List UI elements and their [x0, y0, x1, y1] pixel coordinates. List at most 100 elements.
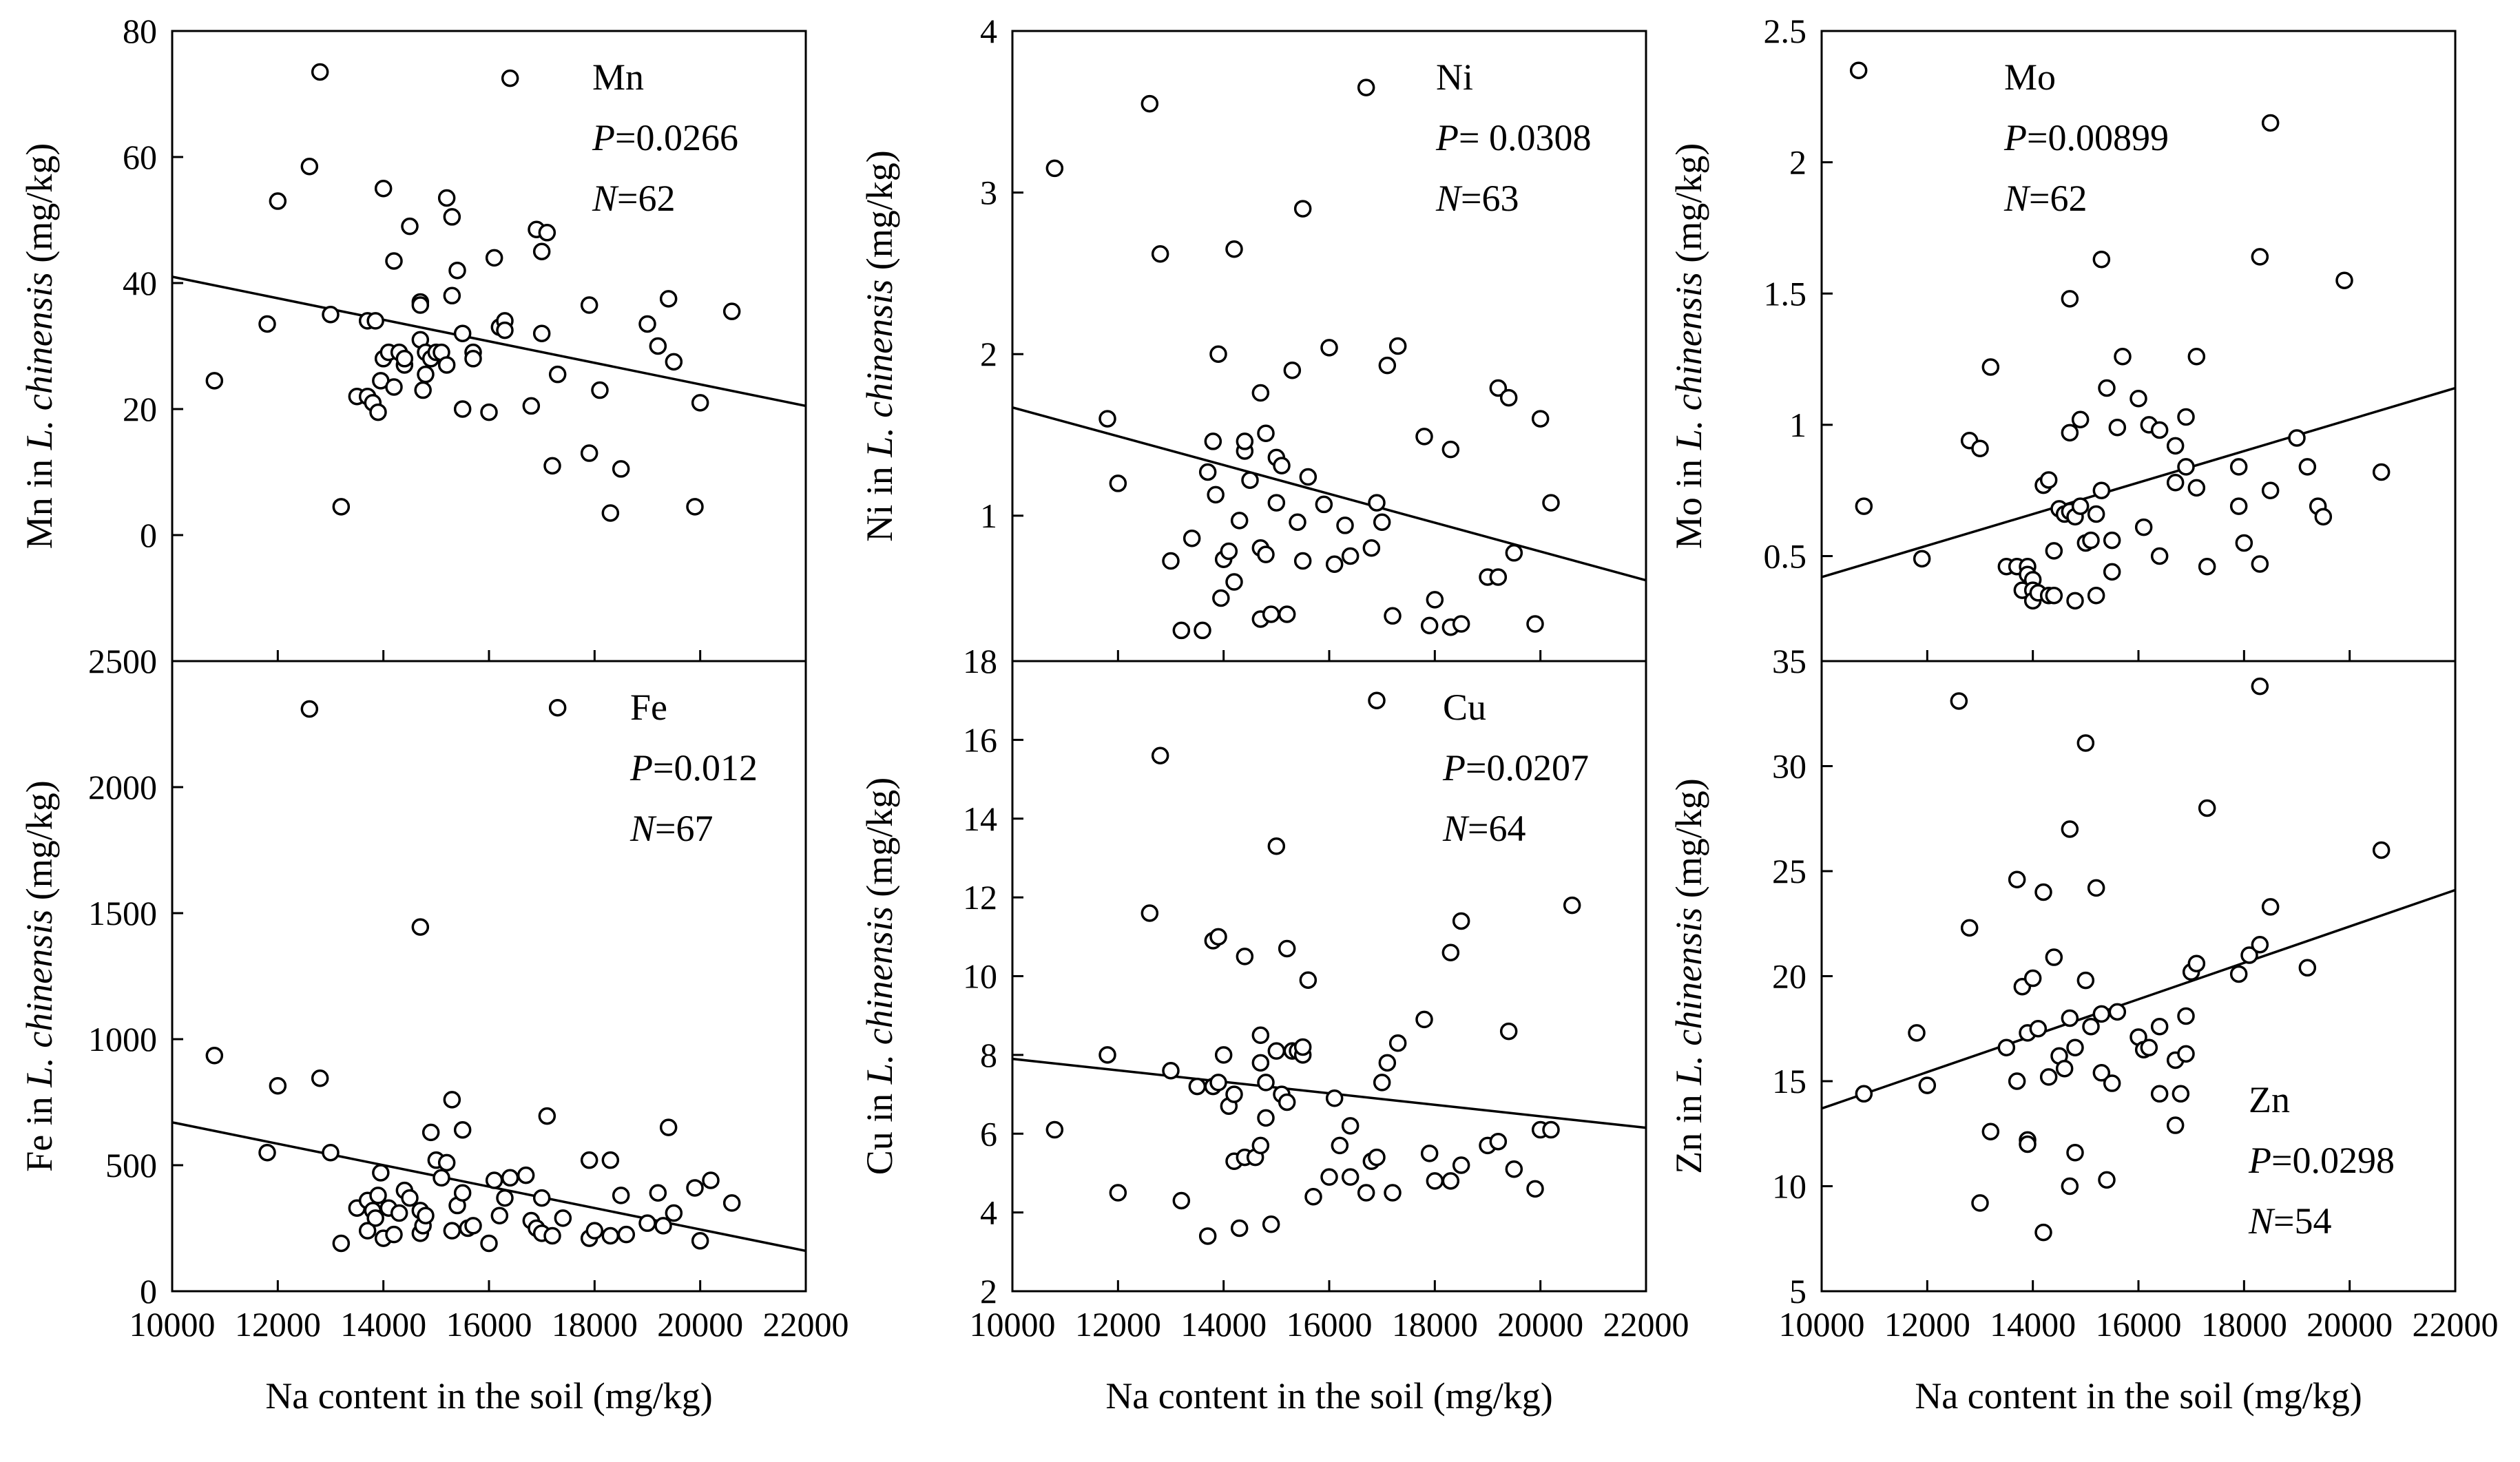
element-label: Fe: [630, 687, 667, 728]
data-point: [2187, 348, 2206, 366]
p-value: =0.0266: [615, 117, 738, 158]
y-tick-label: 10: [1772, 1167, 1806, 1206]
data-point: [453, 1121, 472, 1139]
y-tick-label: 30: [1772, 747, 1806, 786]
data-point: [1257, 424, 1275, 442]
data-point: [1273, 457, 1291, 474]
data-point: [1368, 691, 1386, 709]
x-tick-label: 18000: [552, 1305, 638, 1344]
data-point: [443, 286, 461, 305]
data-point: [1214, 1046, 1233, 1064]
p-symbol: P: [1435, 117, 1459, 158]
data-point: [2235, 534, 2253, 552]
data-point: [1542, 1120, 1560, 1139]
data-point: [2071, 497, 2090, 515]
data-point: [1441, 943, 1460, 961]
data-point: [258, 1143, 276, 1162]
p-value: =0.0298: [2271, 1140, 2395, 1181]
n-symbol: N: [629, 808, 657, 849]
p-value-label: P=0.012: [629, 747, 758, 789]
p-symbol: P: [1442, 747, 1466, 789]
data-point: [2039, 471, 2058, 489]
y-tick-label: 15: [1772, 1062, 1806, 1100]
element-label: Ni: [1436, 56, 1473, 98]
y-tick-label: 1500: [88, 894, 157, 932]
n-value-label: N=67: [629, 808, 714, 849]
data-point: [2198, 799, 2216, 817]
data-point: [1251, 1054, 1270, 1072]
y-axis-title-unit: (mg/kg): [859, 777, 900, 906]
x-tick-label: 14000: [340, 1305, 426, 1344]
n-symbol: N: [592, 178, 619, 219]
data-point: [421, 1123, 440, 1142]
data-point: [2061, 290, 2079, 308]
data-point: [1236, 948, 1254, 965]
y-tick-label: 14: [963, 800, 997, 838]
x-tick-label: 10000: [129, 1305, 216, 1344]
data-point: [1388, 337, 1407, 355]
data-point: [1172, 621, 1191, 640]
data-point: [2092, 1064, 2111, 1082]
data-point: [1849, 61, 1868, 79]
y-tick-label: 18: [963, 642, 997, 680]
data-point: [485, 249, 503, 267]
data-point: [1225, 573, 1243, 591]
data-point: [2061, 424, 2079, 442]
plot-frame: [1820, 660, 2457, 1293]
y-tick-label: 2: [980, 1272, 997, 1310]
x-tick-label: 16000: [1287, 1305, 1373, 1344]
data-point: [1278, 605, 1296, 623]
y-tick-label: 0: [140, 516, 157, 554]
data-point: [538, 1107, 556, 1125]
data-point: [453, 1184, 472, 1202]
data-point: [2039, 1068, 2058, 1086]
data-point: [437, 1153, 456, 1172]
y-tick-label: 4: [980, 1193, 997, 1232]
y-tick-label: 3: [980, 174, 997, 212]
data-point: [1531, 410, 1550, 428]
data-point: [1489, 1132, 1508, 1151]
x-tick-label: 18000: [2201, 1305, 2287, 1344]
data-point: [654, 1217, 672, 1235]
n-symbol: N: [2003, 178, 2031, 219]
x-tick-label: 12000: [1884, 1305, 1970, 1344]
y-tick-label: 4: [980, 12, 997, 50]
y-tick-label: 25: [1772, 852, 1806, 890]
data-point: [691, 394, 709, 412]
data-point: [332, 1234, 351, 1253]
n-value: =62: [617, 178, 675, 219]
data-point: [1855, 497, 1873, 515]
x-tick-label: 14000: [1180, 1305, 1267, 1344]
data-point: [1341, 547, 1360, 565]
data-point: [2061, 1177, 2079, 1195]
data-point: [496, 321, 514, 340]
data-point: [548, 698, 567, 717]
p-value: =0.00899: [2027, 117, 2169, 158]
data-point: [702, 1171, 720, 1189]
data-point: [453, 324, 472, 342]
y-tick-label: 16: [963, 720, 997, 759]
p-symbol: P: [2003, 117, 2027, 158]
x-tick-label: 22000: [2413, 1305, 2499, 1344]
data-point: [2251, 677, 2269, 696]
data-point: [1489, 568, 1508, 586]
data-point: [2045, 586, 2063, 605]
data-point: [2140, 1038, 2158, 1056]
y-axis-title: Cu in L. chinensis (mg/kg): [859, 777, 900, 1176]
data-point: [358, 1222, 377, 1240]
data-point: [501, 69, 519, 87]
y-axis-title: Ni in L. chinensis (mg/kg): [859, 150, 900, 542]
p-value-label: P=0.0266: [592, 117, 738, 158]
data-point: [1341, 1168, 1360, 1186]
data-point: [2045, 542, 2063, 560]
data-point: [1981, 1122, 2000, 1140]
p-symbol: P: [629, 747, 653, 789]
data-point: [2076, 971, 2095, 990]
data-point: [1225, 1085, 1243, 1103]
data-point: [601, 504, 620, 522]
data-point: [2177, 1045, 2195, 1063]
data-point: [1336, 516, 1354, 534]
data-point: [453, 400, 472, 418]
data-point: [2103, 531, 2121, 550]
